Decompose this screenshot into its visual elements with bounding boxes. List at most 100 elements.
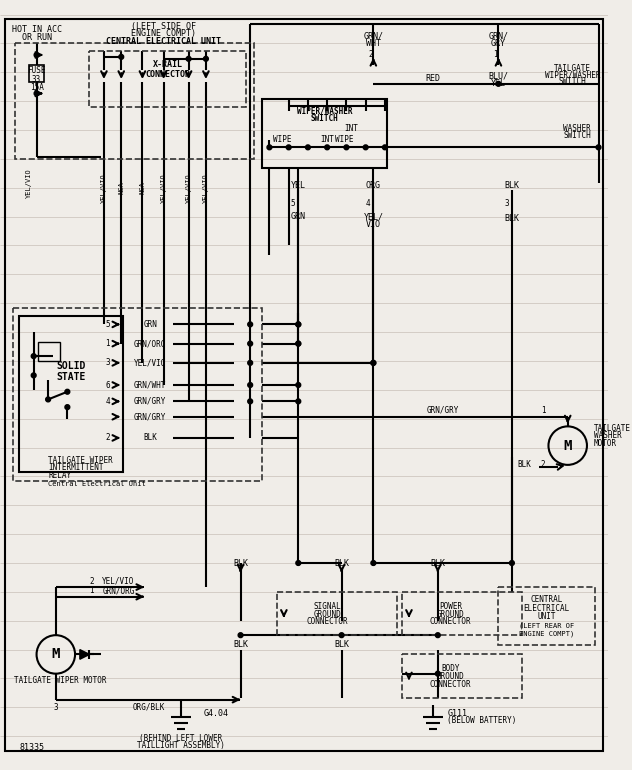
Bar (499, 587, 595, 644)
Circle shape (248, 341, 253, 346)
Text: GRN/GRY: GRN/GRY (134, 412, 166, 421)
Text: G111: G111 (447, 708, 468, 718)
Circle shape (238, 633, 243, 638)
Text: 1: 1 (493, 51, 498, 59)
Circle shape (65, 405, 70, 410)
Text: BODY: BODY (441, 665, 459, 673)
Text: INT: INT (344, 123, 358, 132)
Text: YEL/VIO: YEL/VIO (186, 173, 191, 203)
Text: NCA: NCA (118, 182, 125, 194)
Text: BLK: BLK (518, 460, 532, 470)
Text: TAILGATE: TAILGATE (554, 64, 591, 73)
Circle shape (496, 82, 501, 86)
Text: X-RAIL: X-RAIL (152, 60, 183, 69)
Text: GRN/GRY: GRN/GRY (427, 406, 459, 414)
Circle shape (46, 397, 51, 402)
Text: 15A: 15A (30, 83, 44, 92)
Text: YEL/: YEL/ (363, 212, 384, 221)
Text: GROUND: GROUND (437, 672, 464, 681)
Text: YEL/VIO: YEL/VIO (102, 577, 135, 586)
Text: RED: RED (425, 74, 441, 82)
Text: HOT IN ACC: HOT IN ACC (11, 25, 61, 35)
Text: GRN/WHT: GRN/WHT (134, 380, 166, 390)
Text: ENGINE COMPT): ENGINE COMPT) (131, 29, 196, 38)
Bar (15, 43, 254, 159)
Circle shape (509, 561, 514, 565)
Text: CONNECTOR: CONNECTOR (307, 618, 348, 626)
Circle shape (363, 145, 368, 149)
Circle shape (296, 383, 301, 387)
Text: 3: 3 (504, 199, 509, 208)
Circle shape (435, 671, 441, 676)
Text: G4.04: G4.04 (204, 708, 229, 718)
Bar (262, 99, 387, 169)
Text: 3: 3 (106, 358, 110, 367)
Text: STATE: STATE (56, 373, 86, 382)
Text: POWER: POWER (439, 602, 462, 611)
Text: WASHER: WASHER (593, 431, 621, 440)
Text: WIPE: WIPE (335, 135, 354, 144)
Circle shape (344, 145, 349, 149)
Text: 33: 33 (32, 75, 41, 85)
Circle shape (119, 55, 124, 59)
Text: CENTRAL ELECTRICAL UNIT: CENTRAL ELECTRICAL UNIT (106, 37, 221, 46)
Text: WIPER/WASHER: WIPER/WASHER (545, 71, 600, 79)
Circle shape (435, 633, 441, 638)
Text: WHT: WHT (366, 39, 381, 48)
Text: GRN/: GRN/ (489, 32, 508, 40)
Text: 1: 1 (541, 406, 545, 414)
Circle shape (296, 341, 301, 346)
Text: 6: 6 (106, 380, 110, 390)
Bar (402, 592, 523, 635)
Text: BLK: BLK (504, 214, 520, 223)
Text: TAILLIGHT ASSEMBLY): TAILLIGHT ASSEMBLY) (137, 742, 225, 750)
Text: 3: 3 (54, 703, 58, 711)
Text: BLU/: BLU/ (489, 72, 508, 81)
Text: M: M (52, 648, 60, 661)
Circle shape (31, 373, 36, 378)
Bar (19, 316, 123, 471)
Circle shape (371, 561, 376, 565)
Text: TAILGATE WIPER MOTOR: TAILGATE WIPER MOTOR (15, 676, 107, 685)
Circle shape (371, 360, 376, 365)
Text: GRY: GRY (491, 39, 506, 48)
Text: 1: 1 (89, 587, 94, 595)
Circle shape (296, 399, 301, 403)
Text: GRN: GRN (143, 320, 157, 329)
Circle shape (34, 91, 39, 95)
Circle shape (305, 145, 310, 149)
Circle shape (31, 353, 36, 359)
Text: ELECTRICAL: ELECTRICAL (523, 604, 569, 613)
Text: (BEHIND LEFT LOWER: (BEHIND LEFT LOWER (139, 734, 222, 742)
Text: GRN: GRN (291, 212, 306, 221)
Circle shape (325, 145, 329, 149)
Text: 2: 2 (106, 434, 110, 443)
Text: GRN/GRY: GRN/GRY (134, 397, 166, 406)
Text: BLK: BLK (504, 181, 520, 190)
Circle shape (382, 145, 387, 149)
Bar (402, 654, 523, 698)
Text: UNIT: UNIT (537, 612, 556, 621)
Text: YEL/VIO: YEL/VIO (203, 173, 209, 203)
Text: BLK: BLK (334, 641, 349, 649)
Bar (29, 65, 44, 82)
Text: YEL: YEL (491, 79, 506, 89)
Text: YEL/VIO: YEL/VIO (134, 358, 166, 367)
Text: SWITCH: SWITCH (559, 78, 586, 86)
Circle shape (296, 341, 301, 346)
Text: CONNECTOR: CONNECTOR (430, 618, 471, 626)
Text: Central Electrical Unit: Central Electrical Unit (48, 481, 146, 487)
Text: GRN/: GRN/ (363, 32, 384, 40)
Circle shape (204, 56, 209, 61)
Text: NCA: NCA (140, 182, 145, 194)
Circle shape (296, 322, 301, 326)
Text: (LEFT REAR OF: (LEFT REAR OF (519, 622, 574, 629)
Circle shape (186, 56, 191, 61)
Circle shape (339, 633, 344, 638)
Text: BLK: BLK (233, 558, 248, 567)
Polygon shape (80, 650, 90, 659)
Text: 1: 1 (106, 339, 110, 348)
Text: BLK: BLK (233, 641, 248, 649)
Text: YEL/VIO: YEL/VIO (26, 168, 32, 198)
Circle shape (65, 390, 70, 394)
